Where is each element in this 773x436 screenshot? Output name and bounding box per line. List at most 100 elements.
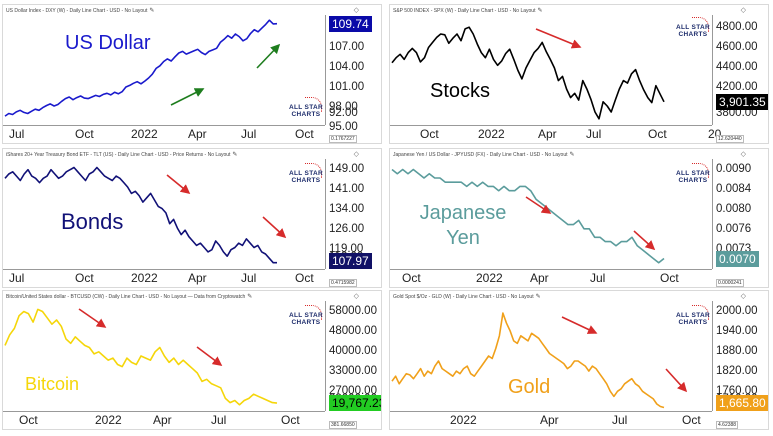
- y-tick-label: 33000.00: [329, 365, 377, 377]
- y-axis-line: [325, 301, 326, 411]
- chart-panel-bonds: iShares 20+ Year Treasury Bond ETF - TLT…: [2, 148, 382, 288]
- x-tick-label: Jul: [590, 271, 606, 285]
- y-tick-label: 1820.00: [716, 365, 758, 377]
- diamond-icon[interactable]: ◇: [740, 151, 746, 158]
- x-tick-label: Jul: [586, 127, 602, 141]
- pencil-icon[interactable]: ✎: [569, 152, 575, 158]
- series-line: [391, 168, 665, 264]
- pencil-icon[interactable]: ✎: [535, 294, 541, 300]
- diamond-icon[interactable]: ◇: [740, 7, 746, 14]
- x-tick-label: Oct: [75, 271, 94, 285]
- x-tick-label: Apr: [530, 271, 549, 285]
- last-price-label: 109.74: [329, 15, 372, 32]
- y-axis-line: [712, 159, 713, 269]
- all-star-charts-logo: ALL STAR CHARTS: [676, 305, 710, 331]
- y-axis-line: [325, 15, 326, 125]
- y-tick-label: 2000.00: [716, 305, 758, 317]
- y-tick-label: 4200.00: [716, 81, 758, 93]
- scale-value-box: 12.620440: [716, 135, 744, 143]
- chart-title: Bitcoin/United States dollar - BTCUSD (C…: [6, 294, 253, 300]
- plot-area: [4, 308, 278, 406]
- chart-title: iShares 20+ Year Treasury Bond ETF - TLT…: [6, 152, 238, 158]
- chart-title: Gold Spot $/Oz - GLD (W) - Daily Line Ch…: [393, 294, 541, 300]
- x-tick-label: Oct: [402, 271, 421, 285]
- series-name: Bitcoin: [25, 374, 80, 394]
- plot-area: [391, 26, 665, 120]
- diamond-icon[interactable]: ◇: [353, 7, 359, 14]
- x-tick-label: Oct: [75, 127, 94, 141]
- chart-title: Japanese Yen / US Dollar - JPYUSD (FX) -…: [393, 152, 575, 158]
- chart-panel-japanese-yen: Japanese Yen / US Dollar - JPYUSD (FX) -…: [389, 148, 769, 288]
- x-axis-line: [3, 411, 325, 412]
- series-name: Japanese Yen: [419, 202, 507, 249]
- chart-panel-bitcoin: Bitcoin/United States dollar - BTCUSD (C…: [2, 290, 382, 430]
- y-tick-label: 141.00: [329, 183, 365, 195]
- x-axis-line: [390, 269, 712, 270]
- diamond-icon[interactable]: ◇: [353, 293, 359, 300]
- x-tick-label: Apr: [540, 413, 559, 427]
- x-tick-label: Oct: [660, 271, 679, 285]
- series-name: Gold: [508, 376, 551, 398]
- series-name: US Dollar: [65, 32, 151, 54]
- trend-arrow: [262, 216, 287, 239]
- scale-value-box: 4.62388: [716, 421, 739, 429]
- last-price-label: 3,901.35: [716, 93, 768, 110]
- trend-arrow: [535, 28, 582, 49]
- plot-area: [4, 19, 281, 117]
- y-axis-line: [712, 15, 713, 125]
- x-tick-label: Jul: [612, 413, 628, 427]
- y-tick-label: 48000.00: [329, 325, 377, 337]
- last-price-label: 1,665.80: [716, 395, 768, 411]
- x-tick-label: 2022: [95, 413, 122, 427]
- x-tick-label: Oct: [682, 413, 701, 427]
- pencil-icon[interactable]: ✎: [149, 8, 155, 14]
- trend-arrow: [256, 43, 281, 69]
- x-tick-label: Apr: [188, 127, 207, 141]
- y-tick-label: 0.0080: [716, 203, 752, 215]
- series-line: [391, 312, 665, 409]
- y-tick-label: 119.00: [329, 243, 364, 255]
- y-tick-label: 0.0076: [716, 223, 752, 235]
- y-tick-label: 149.00: [329, 163, 365, 175]
- x-tick-label: Apr: [188, 271, 207, 285]
- last-price-label: 107.97: [329, 253, 372, 269]
- diamond-icon[interactable]: ◇: [740, 293, 746, 300]
- x-tick-label: Jul: [9, 271, 25, 285]
- x-tick-label: Oct: [19, 413, 38, 427]
- all-star-charts-logo: ALL STAR CHARTS: [289, 305, 323, 331]
- diamond-icon[interactable]: ◇: [353, 151, 359, 158]
- x-tick-label: Jul: [9, 127, 25, 141]
- trend-arrow: [561, 316, 598, 334]
- x-axis-line: [3, 125, 325, 126]
- scale-value-box: 0.0000241: [716, 279, 744, 287]
- x-tick-label: Apr: [153, 413, 172, 427]
- chart-panel-gold: Gold Spot $/Oz - GLD (W) - Daily Line Ch…: [389, 290, 769, 430]
- last-price-label: 0.0070: [716, 250, 759, 267]
- y-tick-label: 1940.00: [716, 325, 758, 337]
- x-axis-line: [390, 411, 712, 412]
- pencil-icon[interactable]: ✎: [232, 152, 238, 158]
- x-tick-label: Oct: [420, 127, 439, 141]
- y-tick-label: 134.00: [329, 203, 365, 215]
- x-tick-label: Oct: [648, 127, 667, 141]
- pencil-icon[interactable]: ✎: [537, 8, 543, 14]
- trend-arrow: [170, 88, 205, 106]
- x-tick-label: Apr: [538, 127, 557, 141]
- pencil-icon[interactable]: ✎: [247, 294, 253, 300]
- x-tick-label: 2022: [450, 413, 477, 427]
- chart-panel-us-dollar: US Dollar Index - DXY (W) - Daily Line C…: [2, 4, 382, 144]
- y-tick-label: 104.00: [329, 61, 365, 73]
- trend-arrow: [665, 368, 688, 393]
- x-tick-label: Oct: [295, 127, 314, 141]
- x-tick-label: 2022: [131, 271, 158, 285]
- x-tick-label: Oct: [281, 413, 300, 427]
- x-axis-line: [3, 269, 325, 270]
- y-tick-label: 0.0090: [716, 163, 752, 175]
- trend-arrow: [166, 174, 191, 195]
- y-tick-label: 4600.00: [716, 41, 758, 53]
- chart-title: US Dollar Index - DXY (W) - Daily Line C…: [6, 8, 155, 14]
- scale-value-box: 381.66850: [329, 421, 357, 429]
- y-tick-label: 40000.00: [329, 345, 377, 357]
- x-tick-label: Jul: [241, 271, 257, 285]
- plot-area: [391, 168, 665, 264]
